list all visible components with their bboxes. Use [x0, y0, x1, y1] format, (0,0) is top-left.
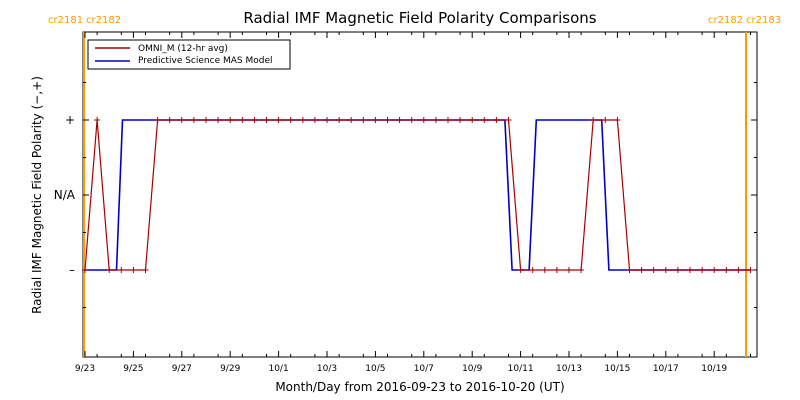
series-point-omni [590, 117, 597, 123]
x-tick-label: 10/11 [508, 364, 534, 374]
series-layer [82, 117, 754, 273]
plot-frame [82, 31, 758, 358]
x-tick-label: 10/3 [317, 364, 337, 374]
carrington-label: cr2183 [746, 15, 781, 26]
series-point-omni [602, 117, 609, 123]
series-point-omni [287, 117, 294, 123]
series-point-omni [190, 117, 197, 123]
series-point-omni [662, 267, 669, 273]
series-point-omni [166, 117, 173, 123]
x-tick-label: 10/17 [653, 364, 679, 374]
legend-label-mas: Predictive Science MAS Model [138, 56, 273, 66]
series-point-omni [336, 117, 343, 123]
series-point-omni [396, 117, 403, 123]
series-point-omni [638, 267, 645, 273]
series-point-omni [699, 267, 706, 273]
series-point-omni [324, 117, 330, 123]
series-point-omni [263, 117, 270, 123]
series-point-omni [239, 117, 246, 123]
series-point-omni [215, 117, 222, 123]
x-tick-label: 10/5 [365, 364, 385, 374]
series-point-omni [735, 267, 742, 273]
series-point-omni [578, 267, 585, 273]
carrington-label: cr2182 [86, 15, 121, 26]
series-point-omni [94, 117, 101, 123]
x-tick-label: 10/19 [701, 364, 727, 374]
series-point-omni [723, 267, 730, 273]
x-tick-label: 10/1 [268, 364, 288, 374]
chart-title: Radial IMF Magnetic Field Polarity Compa… [243, 9, 596, 27]
series-point-omni [747, 267, 754, 273]
series-point-omni [650, 267, 657, 273]
series-point-omni [445, 117, 451, 123]
x-tick-label: 10/15 [604, 364, 630, 374]
legend-box [87, 39, 291, 70]
carrington-label: cr2181 [48, 15, 83, 26]
series-line-omni [84, 119, 751, 271]
legend-label-omni: OMNI_M (12-hr avg) [138, 44, 228, 54]
series-point-omni [118, 267, 125, 273]
x-tick-label: 9/23 [75, 364, 95, 374]
y-axis-label: Radial IMF Magnetic Field Polarity (−,+) [30, 76, 44, 314]
series-point-omni [420, 117, 427, 123]
y-ticks: + N/A – [54, 82, 757, 308]
y-tick-label: – [69, 263, 75, 277]
series-point-omni [457, 117, 464, 123]
series-point-omni [408, 117, 415, 123]
series-point-omni [251, 117, 258, 123]
series-point-omni [142, 267, 149, 273]
series-point-omni [481, 117, 488, 123]
x-tick-label: 9/29 [220, 364, 240, 374]
series-point-omni [130, 267, 137, 273]
series-point-omni [469, 117, 476, 123]
series-point-omni [360, 117, 367, 123]
x-tick-label: 10/13 [556, 364, 582, 374]
series-point-omni [311, 117, 318, 123]
series-point-omni [82, 267, 88, 273]
legend: OMNI_M (12-hr avg) Predictive Science MA… [87, 39, 291, 70]
carrington-label: cr2182 [708, 15, 743, 26]
series-point-omni [154, 117, 161, 123]
x-axis-label: Month/Day from 2016-09-23 to 2016-10-20 … [275, 380, 564, 394]
series-point-omni [384, 117, 391, 123]
series-point-omni [674, 267, 681, 273]
x-tick-label: 9/25 [123, 364, 143, 374]
x-ticks: 9/23 9/25 9/27 9/29 10/1 10/3 10/5 10/7 10/9 10/1… [75, 32, 751, 374]
series-line-mas-model [85, 119, 751, 271]
series-point-omni [348, 117, 355, 123]
series-point-omni [275, 117, 282, 123]
series-point-omni [553, 267, 560, 273]
series-point-omni [517, 267, 524, 273]
series-point-omni [687, 267, 693, 273]
x-tick-label: 9/27 [172, 364, 192, 374]
y-tick-label: N/A [54, 188, 76, 202]
series-point-omni [227, 117, 234, 123]
series-point-omni [711, 267, 718, 273]
series-point-omni [178, 117, 185, 123]
series-point-omni [626, 267, 633, 273]
series-point-omni [541, 267, 548, 273]
series-point-omni [529, 267, 536, 273]
series-point-omni [505, 117, 512, 123]
series-point-omni [493, 117, 500, 123]
series-point-omni [106, 267, 113, 273]
y-tick-label: + [65, 113, 75, 127]
x-tick-label: 10/9 [462, 364, 482, 374]
series-point-omni [566, 267, 572, 273]
series-point-omni [432, 117, 439, 123]
series-point-omni [614, 117, 621, 123]
series-point-omni [203, 117, 209, 123]
series-point-omni [372, 117, 379, 123]
x-tick-label: 10/7 [414, 364, 434, 374]
series-point-omni [299, 117, 306, 123]
